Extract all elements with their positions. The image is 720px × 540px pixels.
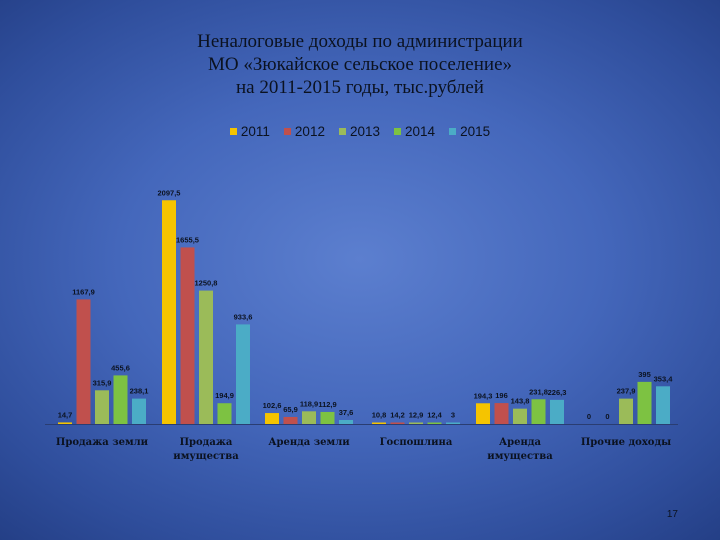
bar-2013-cat5 [619,398,633,424]
data-label: 10,8 [372,411,387,420]
data-label: 1655,5 [176,235,199,244]
bar-2013-cat3 [409,422,423,424]
data-label: 395 [638,370,651,379]
bar-2011-cat1 [162,200,176,424]
bar-2012-cat4 [494,403,509,424]
legend-swatch [229,128,237,135]
legend-label: 2012 [294,124,325,139]
data-label: 1167,9 [72,287,95,296]
data-label: 37,6 [339,408,354,417]
legend-label: 2013 [349,124,381,139]
data-label: 14,2 [390,410,405,419]
data-label: 455,6 [111,363,130,372]
category-label: Прочие доходы [581,437,671,448]
chart-legend: 2011 2012 2013 2014 2015 [0,124,720,139]
legend-swatch [338,128,346,135]
title-line-3: на 2011-2015 годы, тыс.рублей [236,77,484,98]
data-label: 143,8 [511,397,530,406]
data-label: 2097,5 [158,188,181,197]
legend-swatch [283,128,291,135]
legend-item-2014: 2014 [394,124,435,139]
bar-2014-cat5 [637,381,652,424]
data-label: 12,9 [409,411,424,420]
bar-2014-cat2 [320,411,335,424]
bar-2014-cat0 [113,375,128,424]
category-label: Продажа земли [56,437,149,448]
bar-2012-cat1 [180,247,195,424]
bar-2011-cat0 [58,422,72,424]
category-label: Аренда земли [268,437,350,448]
data-label: 231,8 [529,387,548,396]
bar-2013-cat0 [95,390,109,424]
bar-2012-cat2 [283,416,298,424]
bar-2014-cat3 [427,422,442,424]
legend-item-2012: 2012 [283,124,325,139]
bar-2011-cat2 [265,413,279,424]
data-label: 194,3 [474,391,493,400]
legend-item-2013: 2013 [338,124,381,139]
data-label: 238,1 [130,387,149,396]
legend-label: 2011 [240,124,270,139]
data-label: 65,9 [283,405,298,414]
bar-2013-cat1 [199,290,213,424]
bar-2014-cat1 [217,403,232,424]
data-label: 226,3 [548,388,567,397]
bar-2015-cat4 [550,399,564,424]
bar-2011-cat4 [476,403,490,424]
bar-2013-cat2 [302,411,316,424]
bar-2015-cat5 [656,386,670,424]
data-label: 194,9 [215,391,234,400]
bar-2015-cat3 [446,422,460,424]
data-label: 0 [587,412,591,421]
legend-label: 2014 [405,124,436,139]
category-label: Аренда имущества [487,437,553,462]
legend-item-2015: 2015 [449,124,490,139]
title-line-1: Неналоговые доходы по администрации [197,31,523,52]
bar-2014-cat4 [531,399,546,424]
data-label: 118,9 [300,399,318,408]
data-label: 14,7 [58,410,73,419]
bar-2015-cat0 [132,398,146,424]
data-label: 237,9 [617,387,636,396]
chart-title: Неналоговые доходы по администрации МО «… [0,30,720,99]
data-label: 1250,8 [195,279,218,288]
legend-swatch [394,128,402,135]
data-label: 933,6 [234,312,253,321]
bar-2015-cat1 [236,324,250,424]
data-label: 315,9 [93,378,112,387]
data-label: 0 [605,412,609,421]
title-line-2: МО «Зюкайское сельское поселение» [207,54,513,75]
legend-label: 2015 [460,124,491,139]
bar-2015-cat2 [339,419,353,424]
category-label: Продажа имущества [173,437,239,462]
data-label: 12,4 [427,411,442,420]
bar-2011-cat3 [372,422,386,424]
page-number: 17 [666,509,678,520]
bar-2013-cat4 [513,408,527,424]
data-label: 353,4 [654,374,674,383]
data-label: 196 [495,391,508,400]
data-label: 112,9 [318,400,336,409]
data-label: 3 [451,411,455,420]
bar-2012-cat0 [76,299,91,424]
category-label: Госпошлина [380,437,453,448]
legend-item-2011: 2011 [229,124,270,139]
data-label: 102,6 [263,401,282,410]
bar-2012-cat3 [390,422,405,424]
legend-swatch [449,128,457,135]
